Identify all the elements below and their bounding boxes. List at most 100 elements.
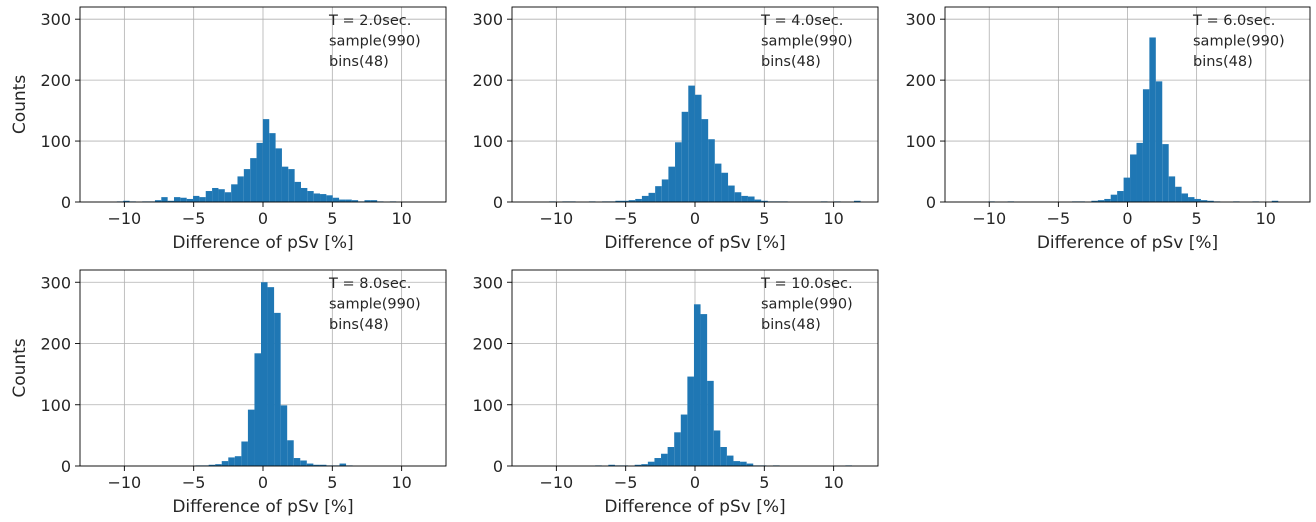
histogram-bar bbox=[1104, 198, 1111, 202]
y-tick-label: 200 bbox=[40, 335, 71, 354]
histogram-bar bbox=[193, 195, 200, 202]
histogram-bar bbox=[221, 461, 229, 466]
y-axis-label: Counts bbox=[10, 338, 30, 397]
histogram-bar bbox=[714, 163, 722, 202]
histogram-bar bbox=[853, 200, 861, 202]
histogram-bar bbox=[275, 148, 282, 202]
histogram-bar bbox=[208, 464, 216, 466]
x-tick-label: 0 bbox=[258, 209, 268, 228]
histogram-bar bbox=[313, 464, 320, 466]
histogram-bar bbox=[726, 455, 734, 466]
histogram-bar bbox=[224, 192, 232, 202]
histogram-bar bbox=[687, 376, 694, 466]
x-tick-label: −5 bbox=[614, 473, 638, 492]
histogram-bar bbox=[693, 304, 701, 466]
x-tick-label: −5 bbox=[614, 209, 638, 228]
histogram-bar bbox=[247, 409, 255, 466]
histogram-bar bbox=[212, 187, 219, 202]
histogram-bar bbox=[186, 198, 194, 202]
y-tick-label: 100 bbox=[472, 132, 503, 151]
histogram-bar bbox=[661, 179, 669, 202]
histogram-bar bbox=[218, 189, 225, 202]
histogram-bar bbox=[647, 461, 655, 466]
histogram-bar bbox=[1207, 200, 1214, 202]
histogram-bar bbox=[1155, 81, 1163, 202]
y-tick-label: 0 bbox=[61, 457, 71, 476]
x-tick-label: 5 bbox=[759, 473, 769, 492]
annotation-line: sample(990) bbox=[1193, 34, 1285, 50]
histogram-bar bbox=[1142, 89, 1150, 202]
histogram-bar bbox=[667, 447, 675, 466]
histogram-bar bbox=[280, 405, 288, 466]
histogram-bar bbox=[287, 440, 294, 466]
x-tick-label: −10 bbox=[539, 473, 573, 492]
histogram-bar bbox=[747, 196, 755, 202]
y-tick-label: 300 bbox=[40, 273, 71, 292]
histogram-bar bbox=[1130, 154, 1137, 202]
x-tick-label: 0 bbox=[690, 209, 700, 228]
histogram-bar bbox=[1097, 200, 1105, 202]
annotation-line: bins(48) bbox=[1193, 54, 1253, 70]
y-tick-label: 0 bbox=[926, 193, 936, 212]
x-tick-label: 5 bbox=[327, 473, 337, 492]
y-tick-label: 100 bbox=[905, 132, 936, 151]
histogram-bar bbox=[250, 158, 257, 202]
annotation-line: bins(48) bbox=[761, 317, 821, 333]
histogram-bar bbox=[746, 463, 754, 466]
histogram-bar bbox=[734, 192, 742, 202]
y-tick-label: 100 bbox=[40, 396, 71, 415]
histogram-bar bbox=[345, 199, 352, 202]
histogram-bar bbox=[123, 200, 130, 202]
y-tick-label: 200 bbox=[472, 335, 503, 354]
histogram-bar bbox=[306, 463, 314, 466]
histogram-bar bbox=[1136, 142, 1143, 202]
histogram-bar bbox=[231, 184, 238, 202]
histogram-bar bbox=[661, 453, 668, 466]
histogram-bar bbox=[675, 142, 682, 202]
y-tick-label: 0 bbox=[493, 193, 503, 212]
histogram-bar bbox=[688, 85, 695, 202]
histogram-bar bbox=[262, 119, 270, 202]
histogram-bar bbox=[634, 464, 642, 466]
histogram-bar bbox=[608, 464, 615, 466]
histogram-bar bbox=[681, 111, 689, 202]
x-tick-label: 10 bbox=[391, 209, 411, 228]
x-axis-label: Difference of pSv [%] bbox=[604, 497, 785, 517]
y-tick-label: 300 bbox=[905, 10, 936, 29]
histogram-bar bbox=[741, 195, 748, 202]
histogram-bar bbox=[674, 432, 681, 466]
histogram-bar bbox=[668, 166, 676, 202]
histogram-bars bbox=[549, 85, 861, 202]
annotation-line: T = 4.0sec. bbox=[760, 13, 843, 29]
histogram-bar bbox=[167, 200, 174, 202]
histogram-bar bbox=[1188, 197, 1195, 202]
histogram-bar bbox=[721, 172, 729, 202]
x-tick-label: −10 bbox=[539, 209, 573, 228]
histogram-bar bbox=[161, 197, 168, 202]
histogram-bar bbox=[655, 186, 662, 202]
x-axis-label: Difference of pSv [%] bbox=[172, 233, 353, 253]
y-tick-label: 200 bbox=[40, 71, 71, 90]
histogram-bar bbox=[1271, 200, 1279, 202]
annotation-line: bins(48) bbox=[329, 317, 389, 333]
histogram-bar bbox=[641, 195, 649, 202]
x-axis-label: Difference of pSv [%] bbox=[604, 233, 785, 253]
histogram-bar bbox=[234, 456, 242, 466]
x-tick-label: −10 bbox=[107, 473, 141, 492]
histogram-bar bbox=[339, 463, 347, 466]
y-tick-label: 300 bbox=[40, 10, 71, 29]
x-tick-label: −5 bbox=[182, 209, 206, 228]
histogram-bar bbox=[215, 464, 222, 466]
histogram-bar bbox=[300, 460, 307, 466]
x-axis-label: Difference of pSv [%] bbox=[172, 497, 353, 517]
x-tick-label: 5 bbox=[327, 209, 337, 228]
histogram-bar bbox=[288, 169, 295, 202]
histogram-bar bbox=[205, 191, 213, 202]
histogram-bar bbox=[1162, 144, 1169, 202]
histogram-bar bbox=[615, 200, 623, 202]
histogram-bars bbox=[988, 37, 1279, 202]
histogram-bar bbox=[1181, 193, 1189, 202]
